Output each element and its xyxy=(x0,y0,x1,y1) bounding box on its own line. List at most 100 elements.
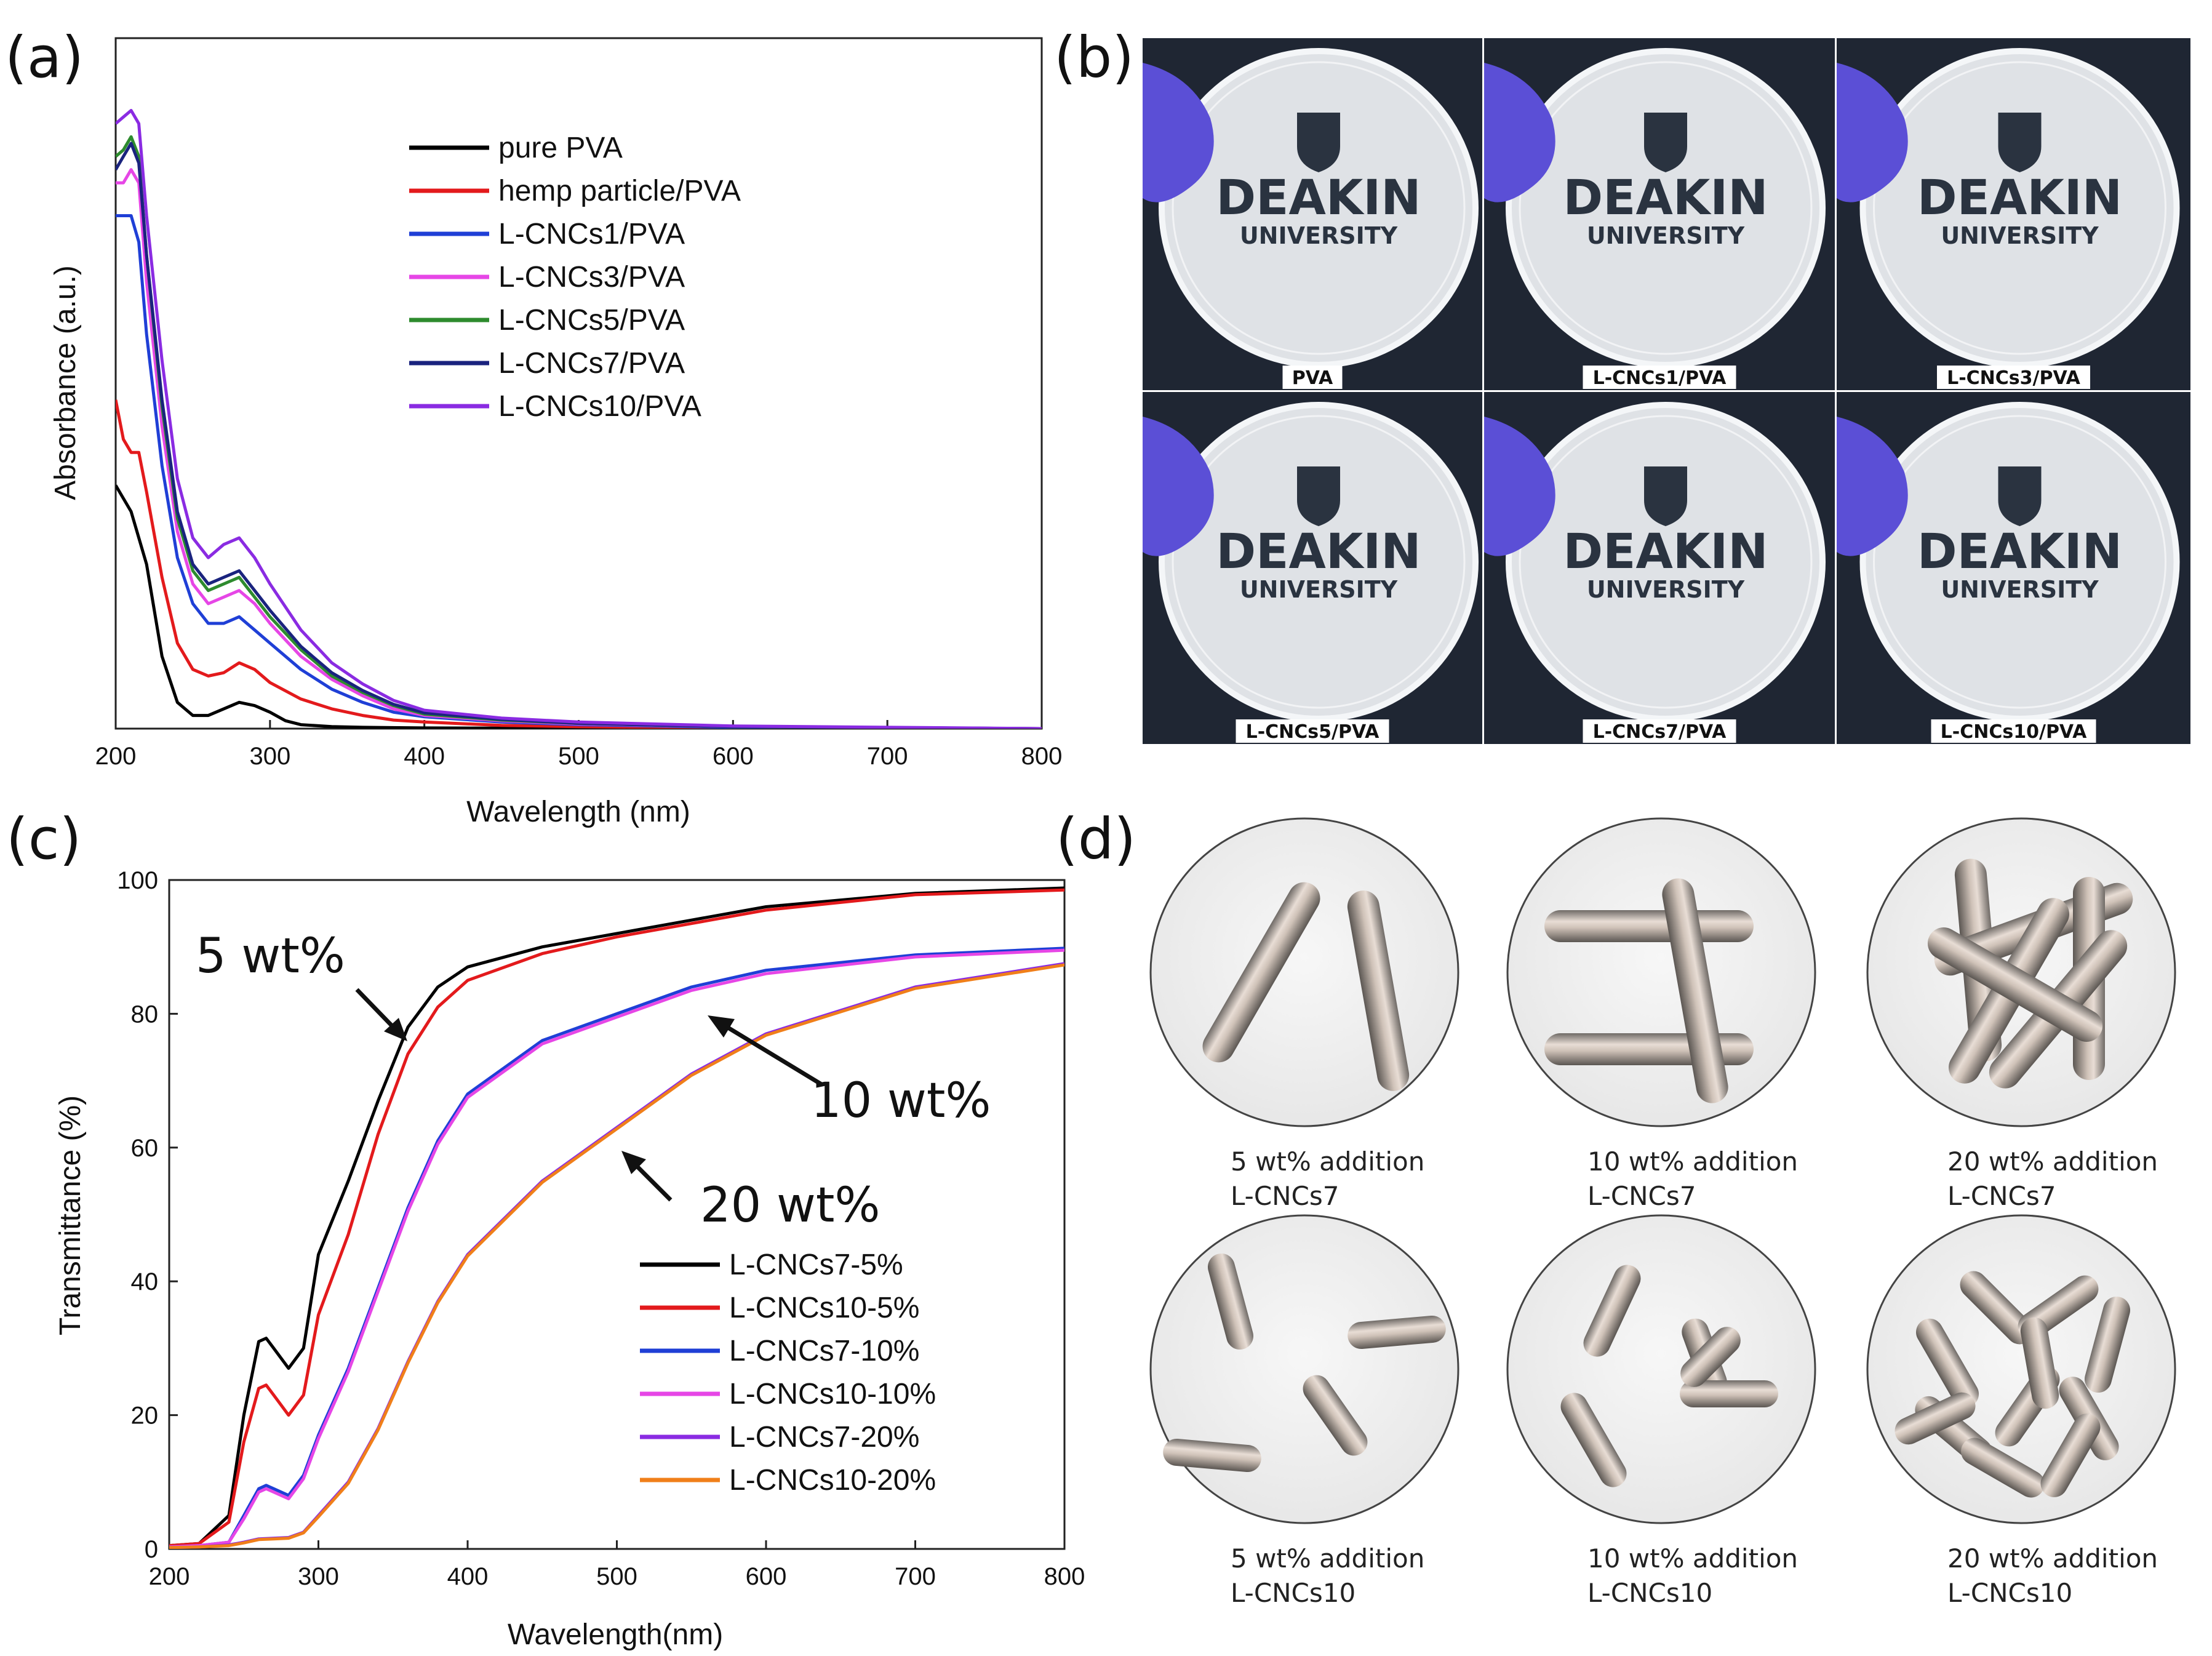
legend-label: L-CNCs10-20% xyxy=(729,1464,936,1497)
schematic-caption-line2: L-CNCs7 xyxy=(1947,1181,2056,1211)
annotation-5wt: 5 wt% xyxy=(196,929,345,984)
nanocrystal-rod xyxy=(1202,882,1320,1063)
series-line-7 xyxy=(116,109,1042,729)
photo-caption: L-CNCs10/PVA xyxy=(1941,721,2087,743)
series-line-1 xyxy=(169,886,1064,1548)
shield-icon xyxy=(1297,466,1340,526)
x-tick-label: 400 xyxy=(447,1563,489,1590)
logo-word: DEAKIN xyxy=(1917,170,2122,226)
x-tick-label: 300 xyxy=(249,743,290,770)
y-tick-label: 80 xyxy=(131,1001,159,1028)
glove-icon xyxy=(1484,417,1555,556)
arrow-20wt xyxy=(635,1164,673,1202)
nanocrystal-rod xyxy=(1583,1265,1641,1357)
x-tick-label: 500 xyxy=(558,743,599,770)
logo-subword: UNIVERSITY xyxy=(1240,222,1398,249)
schematic-grid: 5 wt% addition L-CNCs7 10 wt% addition L-CN… xyxy=(1149,817,2176,1608)
film-disc xyxy=(1506,402,1826,722)
y-tick-label: 20 xyxy=(131,1402,159,1430)
legend-label: L-CNCs7-20% xyxy=(729,1421,919,1454)
glove-icon xyxy=(1837,417,1908,556)
arrowhead-5wt xyxy=(384,1018,407,1041)
schematic-caption-line2: L-CNCs7 xyxy=(1231,1181,1340,1211)
y-axis-title-c: Transmittance (%) xyxy=(54,1095,87,1335)
film-rim xyxy=(1873,61,2166,355)
x-axis-title-a: Wavelength (nm) xyxy=(466,796,690,828)
glove-icon xyxy=(1143,417,1214,556)
schematic-caption-line1: 10 wt% addition xyxy=(1587,1543,1798,1574)
logo-word: DEAKIN xyxy=(1216,170,1421,226)
arrow-10wt xyxy=(725,1025,823,1086)
annotation-20wt: 20 wt% xyxy=(700,1178,880,1233)
caption-box xyxy=(1236,719,1389,743)
schematic-caption-line2: L-CNCs10 xyxy=(1587,1578,1712,1608)
film-rim xyxy=(1519,61,1813,355)
legend-label: pure PVA xyxy=(498,132,623,164)
nanocrystal-rod xyxy=(1303,1375,1368,1456)
schematic-circle xyxy=(1506,817,1816,1127)
schematic-cell: 5 wt% addition L-CNCs10 xyxy=(1149,1214,1459,1608)
x-tick-label: 300 xyxy=(298,1563,339,1590)
schematic-caption-line1: 20 wt% addition xyxy=(1947,1146,2158,1177)
shield-icon xyxy=(1644,113,1687,172)
logo-word: DEAKIN xyxy=(1216,524,1421,580)
legend-label: L-CNCs7/PVA xyxy=(498,347,685,380)
logo-word: DEAKIN xyxy=(1563,170,1768,226)
glove-icon xyxy=(1837,63,1908,202)
x-tick-label: 800 xyxy=(1044,1563,1085,1590)
schematic-cell: 10 wt% addition L-CNCs10 xyxy=(1506,1214,1816,1608)
nanocrystal-rod xyxy=(1348,1315,1446,1350)
legend-label: L-CNCs10-5% xyxy=(729,1292,919,1324)
x-axis-title-c: Wavelength(nm) xyxy=(508,1618,723,1651)
series-line-2 xyxy=(169,888,1064,1548)
nanocrystal-rod xyxy=(1347,890,1410,1091)
logo-subword: UNIVERSITY xyxy=(1941,576,2099,603)
caption-box xyxy=(1931,719,2096,743)
logo-subword: UNIVERSITY xyxy=(1941,222,2099,249)
photo-caption: L-CNCs1/PVA xyxy=(1593,367,1727,389)
arrowhead-10wt xyxy=(708,1015,735,1038)
caption-box xyxy=(1583,366,1736,389)
photo-caption: L-CNCs5/PVA xyxy=(1246,721,1380,743)
legend-label: L-CNCs5/PVA xyxy=(498,304,685,337)
schematic-circle xyxy=(1149,1214,1459,1524)
film-disc xyxy=(1859,402,2180,722)
glove-icon xyxy=(1484,63,1555,202)
panel-label-b: (b) xyxy=(1054,25,1134,90)
legend-label: L-CNCs1/PVA xyxy=(498,218,685,250)
logo-subword: UNIVERSITY xyxy=(1240,576,1398,603)
series-line-6 xyxy=(116,142,1042,729)
x-tick-label: 600 xyxy=(713,743,754,770)
annotation-10wt: 10 wt% xyxy=(811,1073,991,1129)
legend-label: L-CNCs3/PVA xyxy=(498,261,685,294)
caption-box xyxy=(1583,719,1736,743)
film-rim xyxy=(1172,61,1466,355)
film-disc xyxy=(1506,48,1826,368)
schematic-caption-line1: 20 wt% addition xyxy=(1947,1543,2158,1574)
nanocrystal-rod xyxy=(1560,1393,1627,1487)
logo-subword: UNIVERSITY xyxy=(1587,222,1745,249)
nanocrystal-rod xyxy=(1662,878,1728,1103)
photo-grid: DEAKINUNIVERSITYPVADEAKINUNIVERSITYL-CNC… xyxy=(1143,38,2190,744)
caption-box xyxy=(1282,366,1343,389)
series-line-4 xyxy=(169,948,1064,1549)
nanocrystal-rod xyxy=(1927,927,2103,1042)
series-line-6 xyxy=(169,963,1064,1549)
series-line-4 xyxy=(116,168,1042,729)
legend-label: hemp particle/PVA xyxy=(498,175,741,207)
photo-caption: L-CNCs3/PVA xyxy=(1947,367,2081,389)
film-disc xyxy=(1859,48,2180,368)
logo-word: DEAKIN xyxy=(1917,524,2122,580)
y-tick-label: 0 xyxy=(145,1536,158,1563)
schematic-cell: 20 wt% addition L-CNCs7 xyxy=(1866,817,2176,1211)
nanocrystal-rod xyxy=(2020,1317,2059,1409)
nanocrystal-rod xyxy=(1895,1392,1976,1445)
arrow-5wt xyxy=(355,988,396,1030)
logo-word: DEAKIN xyxy=(1563,524,1768,580)
x-tick-label: 800 xyxy=(1021,743,1063,770)
